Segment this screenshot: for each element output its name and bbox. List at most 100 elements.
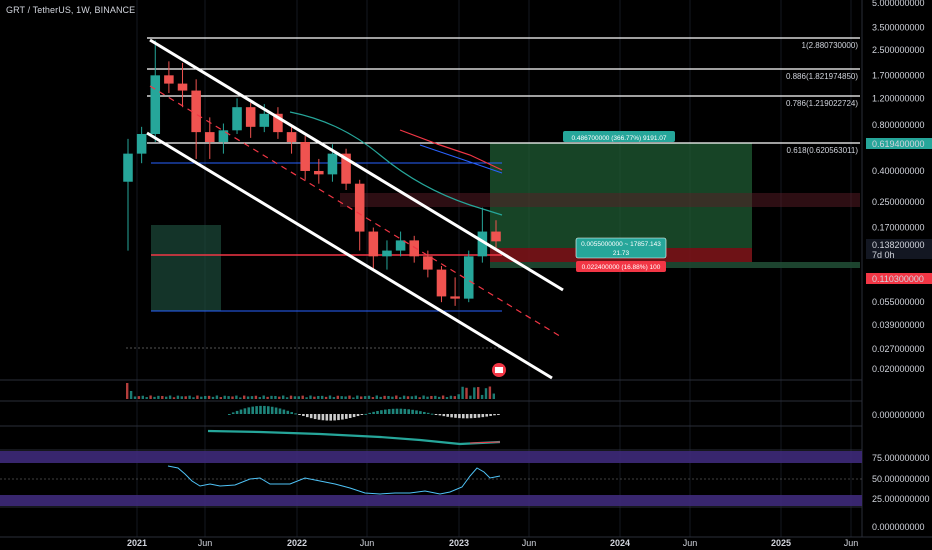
macd-bar <box>399 408 403 414</box>
volume-bar <box>285 397 289 399</box>
volume-bar <box>399 397 402 399</box>
macd-bar <box>446 414 449 417</box>
price-label-0: 3.500000000 <box>872 23 925 33</box>
candle-body <box>232 107 242 131</box>
moving-averages <box>289 111 503 216</box>
candle-body <box>218 130 229 143</box>
macd-bar <box>489 414 492 416</box>
descending-channel[interactable] <box>146 38 564 380</box>
volume-bar <box>445 397 449 399</box>
volume-bar <box>235 395 238 399</box>
time-label-jun-2023: Jun <box>522 538 537 548</box>
volume-bar <box>426 396 429 399</box>
pane-separators[interactable] <box>0 0 932 538</box>
volume-bar <box>258 397 261 399</box>
candle-body <box>382 250 392 257</box>
time-label-2021: 2021 <box>127 538 147 548</box>
volume-bar <box>356 395 359 399</box>
macd-bar <box>235 410 239 414</box>
macd-pane <box>228 405 500 421</box>
price-axis[interactable]: 5.000000000 3.500000000 2.500000000 1.70000… <box>872 0 925 374</box>
candle-body <box>300 142 310 171</box>
rsi-25-label: 25.000000000 <box>872 494 930 504</box>
macd-bar <box>270 406 274 414</box>
volume-bar <box>367 395 371 399</box>
volume-bar <box>153 396 156 399</box>
macd-bar <box>438 414 442 416</box>
time-label-jun-2024: Jun <box>683 538 698 548</box>
macd-bar <box>259 405 262 414</box>
time-axis[interactable]: 2021 Jun 2022 Jun 2023 Jun 2024 Jun 2025… <box>127 538 858 548</box>
macd-bar <box>450 414 453 418</box>
fib-label-0886: 0.886(1.821974850) <box>786 72 858 81</box>
volume-bar <box>340 396 343 399</box>
price-label-6: 0.250000000 <box>872 197 925 207</box>
volume-bar <box>246 396 250 399</box>
macd-zero-label: 0.000000000 <box>872 410 925 420</box>
volume-bar <box>321 395 324 399</box>
resistance-zone <box>340 193 860 207</box>
volume-bar <box>243 395 246 399</box>
volume-bar <box>375 395 378 399</box>
fib-retracement[interactable] <box>147 37 860 144</box>
volume-bar <box>324 396 328 399</box>
candle-body <box>409 240 419 257</box>
macd-bar <box>317 414 321 420</box>
candle-body <box>245 107 256 127</box>
volume-bar <box>262 395 265 399</box>
volume-bar <box>453 396 456 399</box>
macd-bar <box>387 409 391 414</box>
fib-label-0786: 0.786(1.219022724) <box>786 99 858 108</box>
volume-bar <box>200 396 203 399</box>
macd-bar <box>426 412 430 414</box>
fib-labels: 1(2.880730000) 0.886(1.821974850) 0.786(… <box>786 41 858 155</box>
macd-bar <box>333 414 336 421</box>
time-label-2025: 2025 <box>771 538 791 548</box>
volume-bar <box>313 396 316 399</box>
volume-bar <box>227 396 230 399</box>
macd-bar <box>458 414 461 419</box>
rsi-pane <box>0 451 862 506</box>
bottom-zero-label: 0.000000000 <box>872 522 925 532</box>
volume-bar <box>145 397 148 399</box>
macd-bar <box>263 405 266 414</box>
macd-bar <box>302 414 305 416</box>
candle-body <box>491 231 501 242</box>
macd-bar <box>473 414 477 418</box>
candle-body <box>259 113 270 127</box>
volume-bar <box>379 396 382 399</box>
macd-bar <box>321 414 325 421</box>
macd-bar <box>434 414 438 415</box>
symbol-header[interactable]: GRT / TetherUS, 1W, BINANCE <box>6 5 136 15</box>
macd-bar <box>243 408 247 414</box>
macd-bar <box>348 414 352 419</box>
volume-bar <box>157 395 160 399</box>
volume-bar <box>204 395 207 399</box>
macd-bar <box>407 409 410 414</box>
volume-bar <box>219 397 222 399</box>
accumulation-box[interactable] <box>151 225 221 311</box>
entry-label-2: 21.73 <box>613 250 630 257</box>
volume-bar <box>305 397 308 399</box>
price-label-5: 0.400000000 <box>872 166 925 176</box>
volume-bar <box>344 396 347 399</box>
volume-bar <box>211 396 215 399</box>
volume-bar <box>180 396 183 399</box>
alert-icon[interactable] <box>492 363 506 377</box>
volume-bar <box>289 395 293 399</box>
volume-bar <box>352 397 355 399</box>
volume-bar <box>363 396 367 399</box>
macd-bar <box>290 412 293 414</box>
volume-bar <box>270 395 273 399</box>
badge-countdown: 7d 0h <box>872 250 895 260</box>
volume-bar <box>196 395 199 399</box>
volume-bar <box>293 396 297 399</box>
macd-bar <box>313 414 317 420</box>
volume-bar <box>129 391 133 399</box>
macd-bar <box>274 407 278 414</box>
volume-bar <box>317 395 320 399</box>
macd-bar <box>364 413 368 415</box>
candle-body <box>463 256 474 299</box>
long-position-tool[interactable] <box>340 143 860 268</box>
